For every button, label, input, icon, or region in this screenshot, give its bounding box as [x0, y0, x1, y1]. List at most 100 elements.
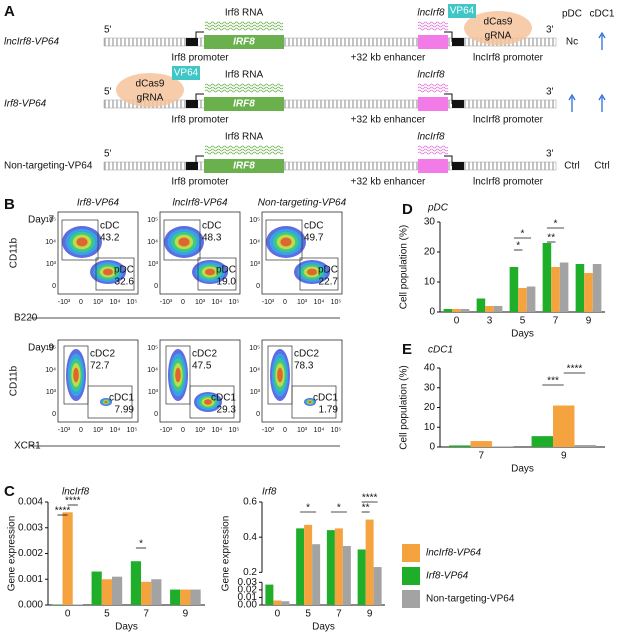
irf8-promoter: Irf8 promoter	[171, 53, 229, 64]
lnc-tss-arrow	[444, 155, 453, 166]
x-tick-label: 10⁴	[314, 427, 325, 434]
gate-value: 19.0	[217, 277, 237, 288]
rna-wave	[204, 27, 284, 31]
y-tick-label: 10⁵	[147, 345, 158, 352]
significance: **	[547, 233, 555, 244]
irf8-promoter: Irf8 promoter	[171, 177, 229, 188]
lnc-tss-arrow	[444, 31, 453, 42]
y-axis-label: Gene expression	[221, 516, 232, 592]
five-prime: 5'	[104, 149, 112, 160]
x-tick-label: 9	[183, 609, 189, 620]
up-arrow-head	[598, 93, 606, 101]
three-prime: 3'	[546, 149, 554, 160]
y-tick-label: 0	[256, 411, 260, 418]
y-tick-label: 10⁴	[249, 239, 260, 246]
bar	[365, 519, 374, 605]
y-tick-label: 10³	[250, 389, 261, 396]
gene	[204, 159, 284, 173]
bar	[273, 600, 282, 605]
vp64-label: VP64	[174, 68, 199, 79]
x-tick-label: 5	[305, 609, 311, 620]
x-tick-label: 10⁴	[110, 427, 121, 434]
x-axis-label: Days	[312, 622, 335, 633]
y-tick-label: 20	[424, 402, 436, 413]
y-axis-label: CD11b	[9, 237, 20, 268]
bar	[485, 306, 494, 312]
bar	[559, 262, 569, 312]
gate	[87, 385, 133, 419]
y-tick-label: 30	[424, 217, 436, 228]
x-tick-label: 7	[478, 451, 484, 462]
x-tick-label: -10³	[160, 427, 173, 434]
y-tick-label: 0.004	[18, 497, 43, 508]
bar	[518, 288, 527, 312]
column-header: pDC	[562, 9, 582, 20]
up-arrow-head	[568, 93, 576, 101]
irf8-promoter: Irf8 promoter	[171, 115, 229, 126]
bar	[312, 544, 321, 605]
x-axis-label: Days	[511, 464, 534, 475]
y-tick-label: 0	[154, 283, 158, 290]
five-prime: 5'	[104, 25, 112, 36]
x-tick-label: 10³	[195, 299, 206, 306]
x-axis-label: XCR1	[14, 441, 41, 452]
bar	[265, 584, 274, 605]
y-tick-label: 0.2	[243, 567, 257, 578]
y-tick-label: 0.001	[18, 574, 43, 585]
y-tick-label: 0.6	[243, 497, 257, 508]
gene-label: IRF8	[233, 37, 255, 48]
bar	[151, 579, 162, 605]
significance: ****	[55, 506, 71, 517]
promoter	[186, 38, 198, 46]
construct-name: Irf8-VP64	[4, 99, 47, 110]
rna-wave	[417, 27, 449, 31]
x-tick-label: -10³	[160, 299, 173, 306]
tss-arrow	[195, 155, 204, 167]
column-header: lncIrf8-VP64	[172, 198, 227, 209]
rna-label: Irf8 RNA	[225, 8, 264, 19]
rna-label: Irf8 RNA	[225, 132, 264, 143]
y-tick-label: 10⁴	[147, 239, 158, 246]
significance: *	[554, 219, 558, 230]
rna-wave	[417, 83, 449, 87]
y-tick-label: 0.03	[238, 577, 258, 588]
bar	[72, 604, 83, 605]
dna	[103, 37, 557, 47]
panel-label: E	[402, 341, 412, 358]
x-tick-label: -10³	[262, 299, 275, 306]
enhancer	[418, 159, 448, 173]
x-tick-label: 10⁴	[212, 427, 223, 434]
bar	[470, 441, 492, 447]
panel-label: D	[402, 201, 413, 218]
gate-name: cDC2	[90, 349, 115, 360]
gene	[204, 35, 284, 49]
y-tick-label: 10³	[46, 261, 57, 268]
significance: ****	[65, 496, 81, 507]
bar	[373, 567, 382, 605]
significance: ***	[547, 376, 559, 387]
y-tick-label: 10	[424, 277, 436, 288]
bar	[542, 243, 552, 312]
rna-wave	[204, 148, 284, 152]
x-tick-label: 10⁵	[331, 299, 342, 306]
x-tick-label: 10⁵	[229, 299, 240, 306]
lnc-label: lncIrf8	[417, 8, 445, 19]
x-tick-label: 10³	[93, 427, 104, 434]
rna-wave	[417, 86, 449, 90]
density	[204, 268, 216, 276]
bar	[180, 589, 191, 605]
gate-value: 48.3	[202, 233, 222, 244]
gate-name: cDC	[202, 221, 221, 232]
gate-name: cDC	[100, 221, 119, 232]
significance: *	[337, 503, 341, 514]
bar	[141, 581, 152, 605]
construct-name: Non-targeting-VP64	[4, 161, 93, 172]
x-tick-label: 0	[454, 316, 460, 327]
grna-label: gRNA	[485, 31, 512, 42]
gate-name: cDC	[304, 221, 323, 232]
x-tick-label: 0	[79, 299, 83, 306]
panel-label: C	[4, 483, 15, 500]
y-tick-label: 10	[424, 422, 436, 433]
bar	[592, 264, 602, 312]
